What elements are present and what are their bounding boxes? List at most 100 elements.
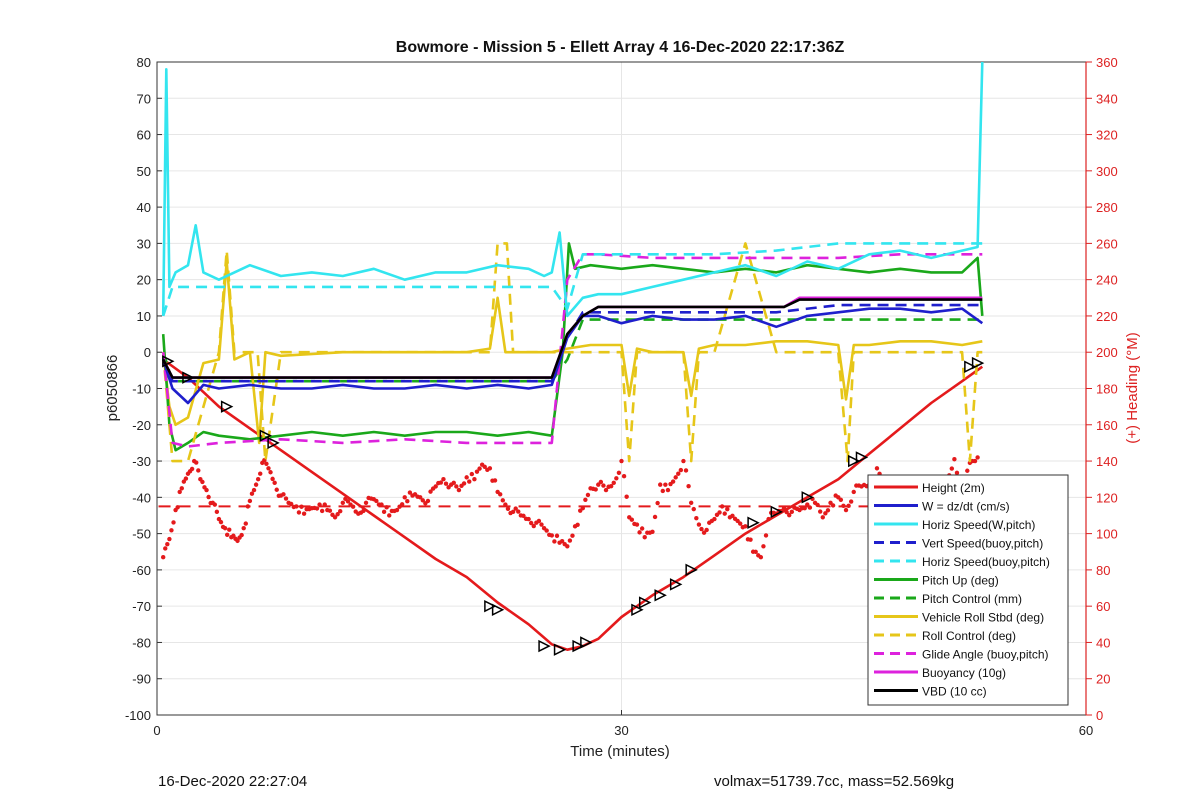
heading-point: [614, 476, 619, 481]
heading-point: [264, 461, 269, 466]
chart-title: Bowmore - Mission 5 - Ellett Array 4 16-…: [396, 39, 845, 56]
heading-point: [954, 470, 960, 476]
heading-point: [719, 504, 725, 509]
y-tick-label-right: 40: [1096, 635, 1110, 650]
heading-point: [251, 487, 257, 493]
heading-point: [428, 489, 433, 494]
axis-layer: -100-90-80-70-60-50-40-30-20-10010203040…: [125, 55, 1118, 738]
heading-point: [807, 505, 813, 510]
heading-point: [730, 513, 735, 518]
heading-point: [268, 470, 273, 475]
heading-point: [474, 469, 480, 474]
y-tick-label-left: -90: [132, 672, 151, 687]
heading-point: [327, 508, 333, 513]
legend-label: Horiz Speed(W,pitch): [922, 518, 1035, 532]
heading-point: [394, 507, 400, 513]
series-line-2: [161, 61, 984, 318]
heading-point: [603, 487, 609, 493]
heading-point: [283, 496, 289, 501]
series-layer: [161, 61, 984, 652]
y-tick-label-left: -60: [132, 563, 151, 578]
heading-point: [206, 494, 211, 500]
triangle-marker: [964, 360, 977, 373]
heading-point: [601, 483, 606, 488]
legend-label: Glide Angle (buoy,pitch): [922, 648, 1049, 662]
heading-point: [500, 498, 505, 503]
heading-point: [694, 515, 699, 521]
heading-point: [379, 502, 384, 507]
heading-point: [274, 487, 279, 492]
heading-point: [634, 522, 640, 527]
heading-point: [212, 502, 218, 507]
heading-point: [528, 520, 534, 526]
heading-point: [624, 494, 629, 499]
heading-point: [296, 510, 302, 515]
heading-point: [374, 498, 379, 504]
heading-point: [177, 489, 182, 495]
legend-label: VBD (10 cc): [922, 685, 987, 699]
series-line-8: [161, 242, 983, 463]
heading-point: [570, 533, 575, 538]
heading-point: [516, 509, 521, 514]
heading-point: [270, 476, 275, 482]
triangle-marker: [855, 451, 869, 464]
legend-label: Horiz Speed(buoy,pitch): [922, 555, 1050, 569]
heading-point: [642, 535, 647, 540]
heading-point: [670, 479, 676, 484]
heading-point: [949, 466, 955, 471]
heading-point: [652, 514, 658, 520]
triangle-marker: [654, 589, 667, 602]
heading-point: [167, 536, 172, 542]
heading-point: [696, 522, 702, 527]
heading-point: [565, 544, 570, 549]
heading-point: [748, 537, 753, 542]
heading-point: [975, 455, 980, 460]
x-tick-label: 0: [153, 723, 160, 738]
legend-label: Pitch Up (deg): [922, 574, 999, 588]
heading-point: [513, 506, 518, 511]
heading-point: [243, 521, 248, 526]
heading-point: [402, 495, 407, 500]
heading-point: [608, 483, 614, 489]
legend-label: Pitch Control (mm): [922, 592, 1022, 606]
heading-point: [593, 487, 598, 492]
y-tick-label-right: 200: [1096, 345, 1118, 360]
heading-point: [559, 538, 565, 544]
y-tick-label-left: 70: [137, 91, 151, 106]
heading-point: [227, 527, 232, 532]
heading-point: [218, 519, 224, 525]
heading-point: [245, 504, 251, 509]
y-axis-label-left: p6050866: [104, 355, 121, 422]
heading-point: [717, 510, 722, 515]
triangle-marker: [182, 371, 195, 384]
footer-timestamp: 16-Dec-2020 22:27:04: [158, 773, 308, 790]
triangle-marker: [162, 355, 175, 368]
triangle-marker: [572, 639, 585, 653]
heading-point: [247, 498, 253, 504]
heading-point: [482, 464, 487, 469]
heading-point: [650, 529, 655, 534]
heading-point: [848, 499, 854, 504]
heading-point: [163, 546, 168, 551]
heading-point: [678, 467, 684, 473]
heading-point: [665, 487, 671, 493]
heading-point: [539, 522, 544, 527]
heading-point: [241, 525, 246, 531]
heading-point: [789, 509, 795, 515]
heading-point: [743, 524, 748, 529]
heading-point: [322, 502, 327, 507]
triangle-marker: [638, 596, 652, 609]
heading-point: [301, 511, 307, 516]
legend-label: W = dz/dt (cm/s): [922, 500, 1010, 514]
heading-point: [825, 508, 831, 513]
heading-point: [235, 538, 240, 544]
y-tick-label-left: -30: [132, 454, 151, 469]
heading-point: [196, 468, 201, 473]
heading-point: [738, 521, 743, 526]
y-tick-label-left: 10: [137, 309, 151, 324]
heading-point: [851, 489, 856, 495]
triangle-marker: [491, 603, 505, 617]
series-line-6: [161, 318, 983, 383]
y-tick-label-left: 30: [137, 236, 151, 251]
heading-point: [683, 468, 689, 473]
